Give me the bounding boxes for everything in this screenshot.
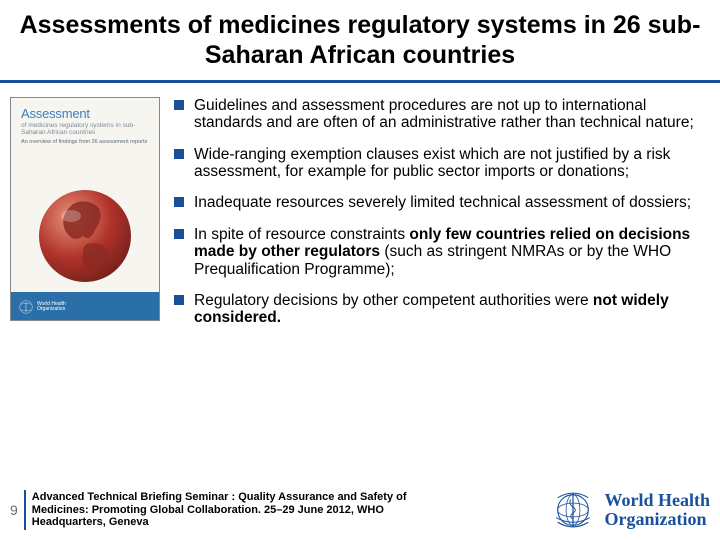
- bullet-item: Regulatory decisions by other competent …: [174, 292, 710, 327]
- bullet-item: Inadequate resources severely limited te…: [174, 194, 710, 211]
- bullet-text: In spite of resource constraints only fe…: [194, 226, 710, 278]
- bullet-square-icon: [174, 149, 184, 159]
- cover-title: Assessment: [21, 106, 149, 121]
- cover-tagline: An overview of findings from 26 assessme…: [21, 139, 149, 145]
- bullet-square-icon: [174, 197, 184, 207]
- slide-title: Assessments of medicines regulatory syst…: [0, 0, 720, 83]
- who-logo-block: World Health Organization: [550, 487, 710, 533]
- bullet-item: Wide-ranging exemption clauses exist whi…: [174, 146, 710, 181]
- cover-who-badge: World Health Organization: [19, 300, 66, 314]
- bullet-list: Guidelines and assessment procedures are…: [174, 97, 710, 341]
- cover-column: Assessment of medicines regulatory syste…: [10, 97, 160, 341]
- bullet-item: Guidelines and assessment procedures are…: [174, 97, 710, 132]
- bullet-square-icon: [174, 100, 184, 110]
- globe-icon: [35, 186, 135, 286]
- content-row: Assessment of medicines regulatory syste…: [0, 83, 720, 341]
- bullet-item: In spite of resource constraints only fe…: [174, 226, 710, 278]
- report-cover: Assessment of medicines regulatory syste…: [10, 97, 160, 321]
- bullet-text: Regulatory decisions by other competent …: [194, 292, 710, 327]
- who-emblem-icon: [550, 487, 596, 533]
- bullet-text: Inadequate resources severely limited te…: [194, 194, 691, 211]
- bullet-text: Guidelines and assessment procedures are…: [194, 97, 710, 132]
- who-emblem-icon: [19, 300, 33, 314]
- page-number: 9: [10, 502, 22, 518]
- footer-separator: [24, 490, 26, 530]
- footer: 9 Advanced Technical Briefing Seminar : …: [0, 480, 720, 540]
- bullet-text: Wide-ranging exemption clauses exist whi…: [194, 146, 710, 181]
- footer-text: Advanced Technical Briefing Seminar : Qu…: [32, 491, 412, 529]
- cover-subtitle: of medicines regulatory systems in sub-S…: [21, 122, 149, 136]
- bullet-square-icon: [174, 229, 184, 239]
- who-wordmark: World Health Organization: [604, 491, 710, 529]
- bullet-square-icon: [174, 295, 184, 305]
